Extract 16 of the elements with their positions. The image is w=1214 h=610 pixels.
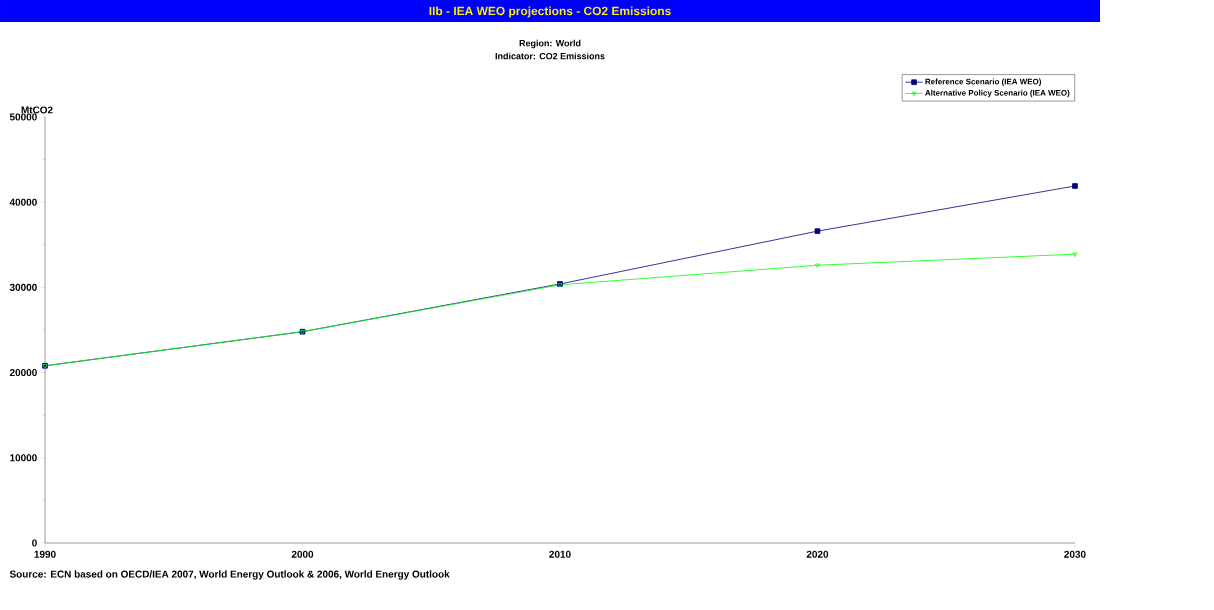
y-tick-label: 0 [32,539,37,547]
source-note: Source: ECN based on OECD/IEA 2007, World Energy Outlook & 2006, World Energy Outlook [9,570,450,580]
y-axis-title: MtCO2 [21,106,53,114]
x-tick-label: 1990 [34,550,56,558]
x-tick-label: 2010 [549,550,571,558]
y-tick-label: 40000 [9,198,37,206]
x-tick-label: 2000 [291,550,314,558]
y-tick-label: 20000 [9,369,37,377]
y-tick-label: 10000 [10,454,37,462]
chart-subtitle: Region: World [519,39,581,49]
x-tick-label: 2020 [806,550,829,558]
y-tick-label: 50000 [9,113,37,121]
x-tick-label: 2030 [1064,550,1086,558]
text: Indicator: CO2 Emissions [495,52,605,60]
chart-title: IIb - IEA WEO projections - CO2 Emissions [429,6,671,18]
y-tick-label: 30000 [9,283,37,291]
